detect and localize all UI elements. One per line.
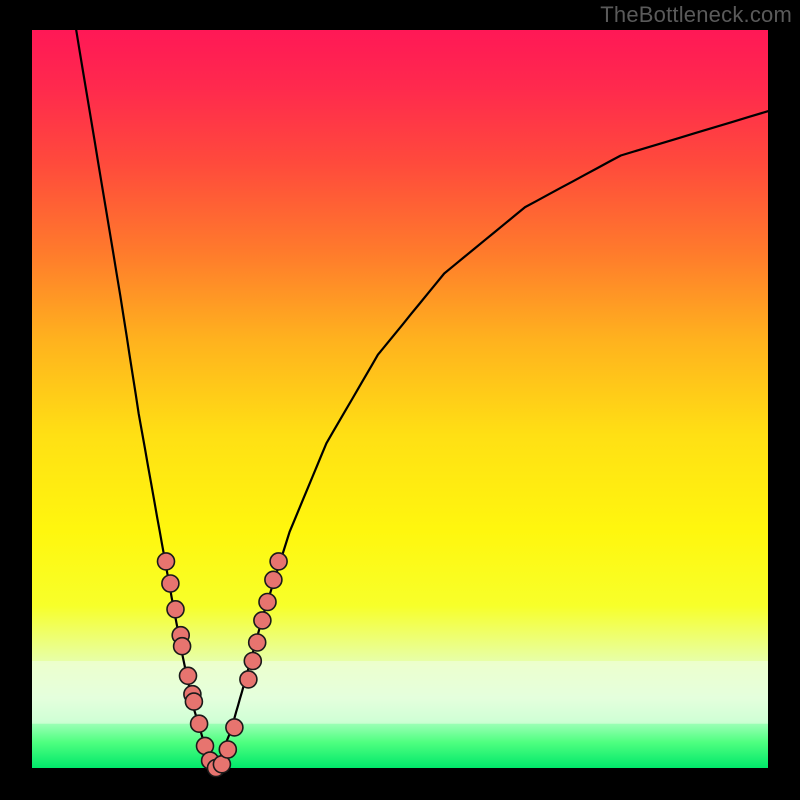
data-marker xyxy=(240,671,257,688)
data-marker xyxy=(158,553,175,570)
data-marker xyxy=(180,667,197,684)
data-marker xyxy=(244,653,261,670)
pale-horizontal-band xyxy=(32,661,768,724)
chart-stage: TheBottleneck.com xyxy=(0,0,800,800)
data-marker xyxy=(174,638,191,655)
watermark-text: TheBottleneck.com xyxy=(600,2,792,28)
data-marker xyxy=(226,719,243,736)
data-marker xyxy=(167,601,184,618)
data-marker xyxy=(191,715,208,732)
data-marker xyxy=(219,741,236,758)
data-marker xyxy=(259,594,276,611)
data-marker xyxy=(185,693,202,710)
data-marker xyxy=(162,575,179,592)
plot-gradient-area xyxy=(32,30,768,768)
data-marker xyxy=(254,612,271,629)
bottleneck-chart xyxy=(0,0,800,800)
data-marker xyxy=(249,634,266,651)
data-marker xyxy=(265,571,282,588)
data-marker xyxy=(270,553,287,570)
